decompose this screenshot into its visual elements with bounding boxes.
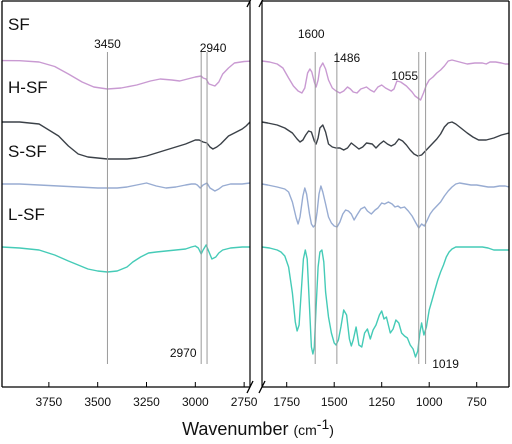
annotation-label-1055: 1055 — [391, 69, 418, 83]
x-axis-unit-close: ) — [329, 422, 334, 438]
x-axis-unit-exponent: -1 — [317, 416, 330, 432]
tick-label-750: 750 — [467, 395, 487, 409]
spectrum-line-s-sf-2 — [261, 182, 510, 229]
annotation-label-2940: 2940 — [200, 41, 227, 55]
series-label-l-sf: L-SF — [8, 205, 45, 224]
annotation-label-2970: 2970 — [170, 346, 197, 360]
series-label-s-sf: S-SF — [8, 142, 47, 161]
spectrum-line-l-sf-1 — [1, 244, 250, 273]
break-mark-a-top — [246, 0, 252, 8]
break-gap-bottom — [250, 381, 262, 393]
series-labels: SF H-SF S-SF L-SF — [8, 15, 48, 224]
tick-label-1500: 1500 — [321, 395, 348, 409]
break-gap-top — [250, 0, 262, 7]
tick-label-1250: 1250 — [368, 395, 395, 409]
annotation-label-3450: 3450 — [94, 37, 121, 51]
series-label-sf: SF — [8, 15, 30, 34]
series-label-h-sf: H-SF — [8, 78, 48, 97]
tick-label-1750: 1750 — [273, 395, 300, 409]
tick-label-3250: 3250 — [133, 395, 160, 409]
annotation-label-1486: 1486 — [334, 51, 361, 65]
annotation-label-1019: 1019 — [432, 357, 459, 371]
annotation-label-1600: 1600 — [298, 27, 325, 41]
spectrum-line-l-sf-2 — [261, 246, 509, 358]
x-axis-ticks: 3750 3500 3250 3000 2750 1750 1500 1250 1000 750 — [36, 382, 487, 409]
spectra-group — [1, 59, 510, 358]
spectrum-line-sf-1 — [1, 59, 251, 90]
break-mark-a-bottom — [246, 380, 254, 394]
tick-label-1000: 1000 — [416, 395, 443, 409]
x-axis-unit: (cm — [293, 422, 316, 438]
spectrum-line-h-sf-2 — [261, 121, 510, 157]
break-mark-b-top — [258, 0, 264, 8]
tick-label-2750: 2750 — [231, 395, 258, 409]
plot-frame — [1, 0, 510, 394]
x-axis-label: Wavenumber — [182, 419, 288, 439]
spectrum-line-s-sf-1 — [2, 182, 251, 192]
tick-label-3500: 3500 — [84, 395, 111, 409]
tick-label-3000: 3000 — [182, 395, 209, 409]
spectrum-line-h-sf-1 — [2, 121, 251, 160]
break-mark-b-bottom — [258, 380, 266, 394]
x-axis-title: Wavenumber (cm-1) — [182, 416, 334, 439]
spectrum-line-sf-2 — [261, 59, 509, 101]
reference-lines: 3450 2970 2940 1600 1486 1055 1019 — [94, 27, 459, 371]
tick-label-3750: 3750 — [36, 395, 63, 409]
